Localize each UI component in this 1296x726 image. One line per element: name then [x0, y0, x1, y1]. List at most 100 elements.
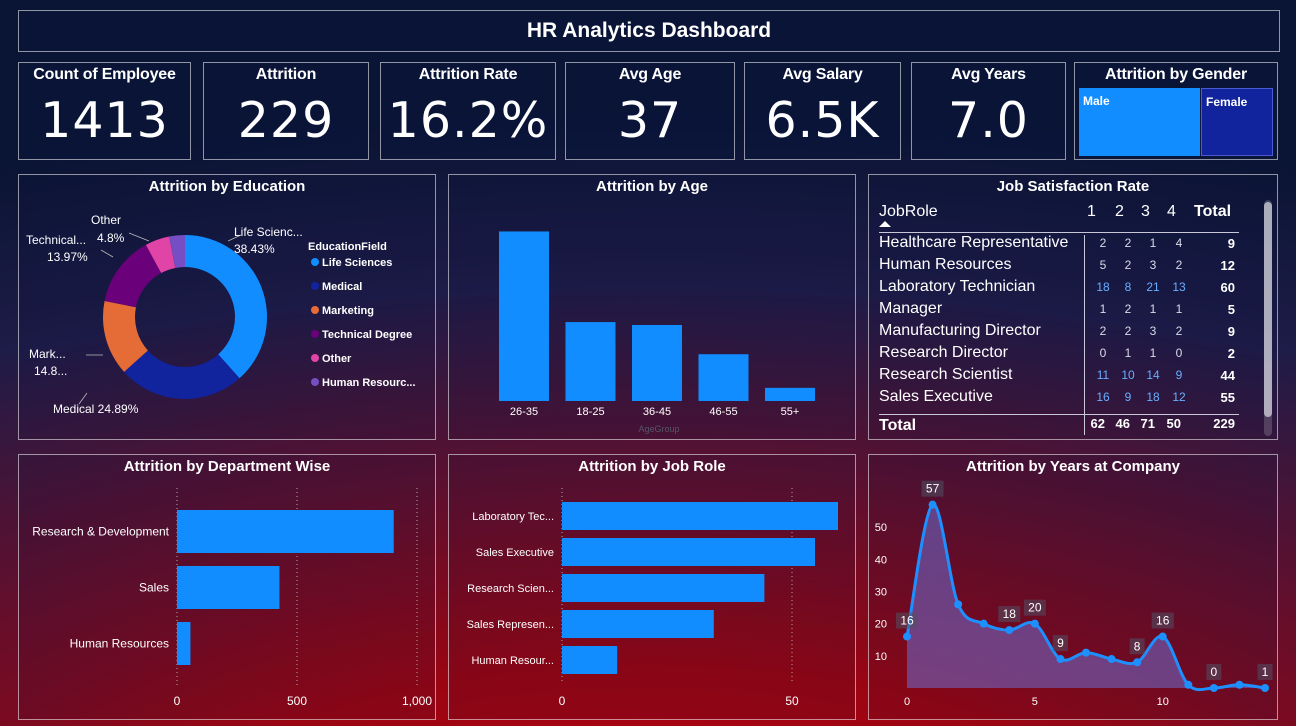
attrition-by-years-panel[interactable]: Attrition by Years at Company 10 20 30 40 50…	[868, 454, 1278, 720]
kpi-avg-salary[interactable]: Avg Salary 6.5K	[744, 62, 901, 160]
leader-line	[78, 392, 88, 405]
table-cell: 13	[1172, 280, 1186, 294]
x-tick-label: 50	[785, 694, 799, 708]
kpi-value: 16.2%	[387, 92, 549, 149]
table-cell-total: 12	[1220, 258, 1235, 273]
years-area-chart[interactable]: 10 20 30 40 50 0 5 10 16 57 18 20 9 8 16 0 1	[869, 455, 1279, 721]
col-header-4[interactable]: 4	[1167, 203, 1176, 220]
jobrole-bar	[562, 610, 714, 638]
y-tick-label: 50	[875, 522, 887, 534]
legend-marker	[311, 282, 319, 290]
table-cell: 1	[1124, 346, 1132, 360]
table-cell-total: 9	[1227, 324, 1235, 339]
header-divider	[879, 232, 1239, 233]
data-label: 20	[1028, 601, 1042, 615]
dashboard-header: HR Analytics Dashboard	[18, 10, 1280, 52]
table-cell: 1	[1149, 236, 1157, 250]
grand-total: 229	[1213, 416, 1235, 431]
col-header-total[interactable]: Total	[1194, 203, 1232, 220]
data-label: 18	[1003, 607, 1017, 621]
x-tick-label: 0	[904, 696, 910, 708]
table-cell: 21	[1146, 280, 1160, 294]
table-row-label: Manufacturing Director	[879, 322, 1041, 339]
data-label: 8	[1134, 639, 1141, 653]
legend-item: Marketing	[322, 305, 374, 317]
other-label: Other	[91, 213, 121, 227]
x-axis-title: AgeGroup	[638, 424, 679, 434]
table-cell: 11	[1096, 368, 1110, 382]
table-row-label: Laboratory Technician	[879, 278, 1036, 295]
col-header-1[interactable]: 1	[1087, 203, 1096, 220]
female-tile[interactable]: Female	[1201, 88, 1273, 156]
scrollbar-thumb[interactable]	[1264, 202, 1272, 417]
education-donut-chart[interactable]: Life Scienc... 38.43% Medical 24.89% Mar…	[19, 175, 437, 441]
kpi-count-employee[interactable]: Count of Employee 1413	[18, 62, 191, 160]
attrition-by-gender-panel[interactable]: Attrition by Gender Male Female	[1074, 62, 1278, 160]
attrition-by-jobrole-panel[interactable]: Attrition by Job Role 0 50 Laboratory Tec.…	[448, 454, 856, 720]
jobrole-label: Research Scien...	[467, 583, 554, 595]
table-cell: 2	[1175, 258, 1183, 272]
x-tick-label: 0	[174, 694, 181, 708]
data-point	[1082, 648, 1090, 657]
age-bar-chart[interactable]: AgeGroup 26-35 18-25 36-45 46-55 55+	[449, 175, 857, 441]
age-tick-label: 18-25	[576, 406, 604, 418]
data-point	[1261, 684, 1269, 692]
data-label-bg	[1129, 638, 1145, 655]
donut-slice	[124, 350, 240, 399]
data-point	[954, 600, 963, 609]
kpi-attrition-rate[interactable]: Attrition Rate 16.2%	[380, 62, 556, 160]
table-cell: 3	[1149, 258, 1157, 272]
data-label: 9	[1057, 636, 1064, 650]
data-point	[928, 500, 937, 509]
table-cell: 1	[1149, 302, 1157, 316]
jobrole-bar-chart[interactable]: 0 50 Laboratory Tec... Sales Executive Resea…	[449, 455, 857, 721]
attrition-by-age-panel[interactable]: Attrition by Age AgeGroup 26-35 18-25 36-4…	[448, 174, 856, 440]
table-cell: 18	[1146, 390, 1160, 404]
area-line	[905, 503, 1266, 692]
legend-marker	[311, 258, 319, 266]
table-row-label: Human Resources	[879, 256, 1012, 273]
data-point	[1030, 619, 1039, 628]
table-row-label: Research Scientist	[879, 366, 1013, 383]
total-col-1: 62	[1090, 416, 1105, 431]
jobrole-bar	[562, 502, 838, 530]
legend-item: Technical Degree	[322, 329, 412, 341]
kpi-avg-age[interactable]: Avg Age 37	[565, 62, 735, 160]
job-satisfaction-panel[interactable]: Job Satisfaction Rate JobRole 1 2 3 4 To…	[868, 174, 1278, 440]
marketing-pct: 14.8...	[34, 364, 67, 378]
attrition-by-education-panel[interactable]: Attrition by Education Life Scienc... 38…	[18, 174, 436, 440]
col-header-3[interactable]: 3	[1141, 203, 1150, 220]
male-tile[interactable]: Male	[1079, 88, 1200, 156]
y-tick-label: 30	[875, 587, 887, 599]
data-label: 16	[900, 614, 914, 628]
data-label-bg	[896, 612, 918, 629]
kpi-label: Attrition	[255, 66, 317, 83]
male-label: Male	[1083, 94, 1110, 108]
donut-slice	[103, 301, 148, 372]
scrollbar-track[interactable]	[1264, 200, 1272, 436]
col-header-2[interactable]: 2	[1115, 203, 1124, 220]
leader-line	[128, 232, 150, 242]
department-bar-chart[interactable]: 0 500 1,000 Research & Development Sales Huma…	[19, 455, 437, 721]
panel-title: Attrition by Department Wise	[123, 458, 331, 475]
table-cell: 2	[1124, 258, 1132, 272]
col-header-jobrole[interactable]: JobRole	[879, 203, 938, 220]
attrition-by-department-panel[interactable]: Attrition by Department Wise 0 500 1,000 Re…	[18, 454, 436, 720]
panel-title: Attrition by Years at Company	[966, 458, 1180, 475]
department-label: Human Resources	[70, 637, 169, 651]
technical-pct: 13.97%	[47, 250, 88, 264]
data-point	[1005, 626, 1014, 635]
jobrole-label: Sales Executive	[476, 547, 554, 559]
kpi-label: Avg Salary	[782, 66, 863, 83]
legend-title: EducationField	[308, 241, 387, 253]
table-cell-total: 2	[1227, 346, 1235, 361]
kpi-attrition[interactable]: Attrition 229	[203, 62, 369, 160]
department-bar	[177, 566, 280, 609]
legend-item: Human Resourc...	[322, 377, 416, 389]
data-label: 57	[926, 482, 940, 496]
table-cell: 16	[1096, 390, 1110, 404]
legend-marker	[311, 330, 319, 338]
kpi-avg-years[interactable]: Avg Years 7.0	[911, 62, 1066, 160]
table-cell: 12	[1172, 390, 1186, 404]
sort-asc-icon[interactable]	[879, 221, 891, 227]
